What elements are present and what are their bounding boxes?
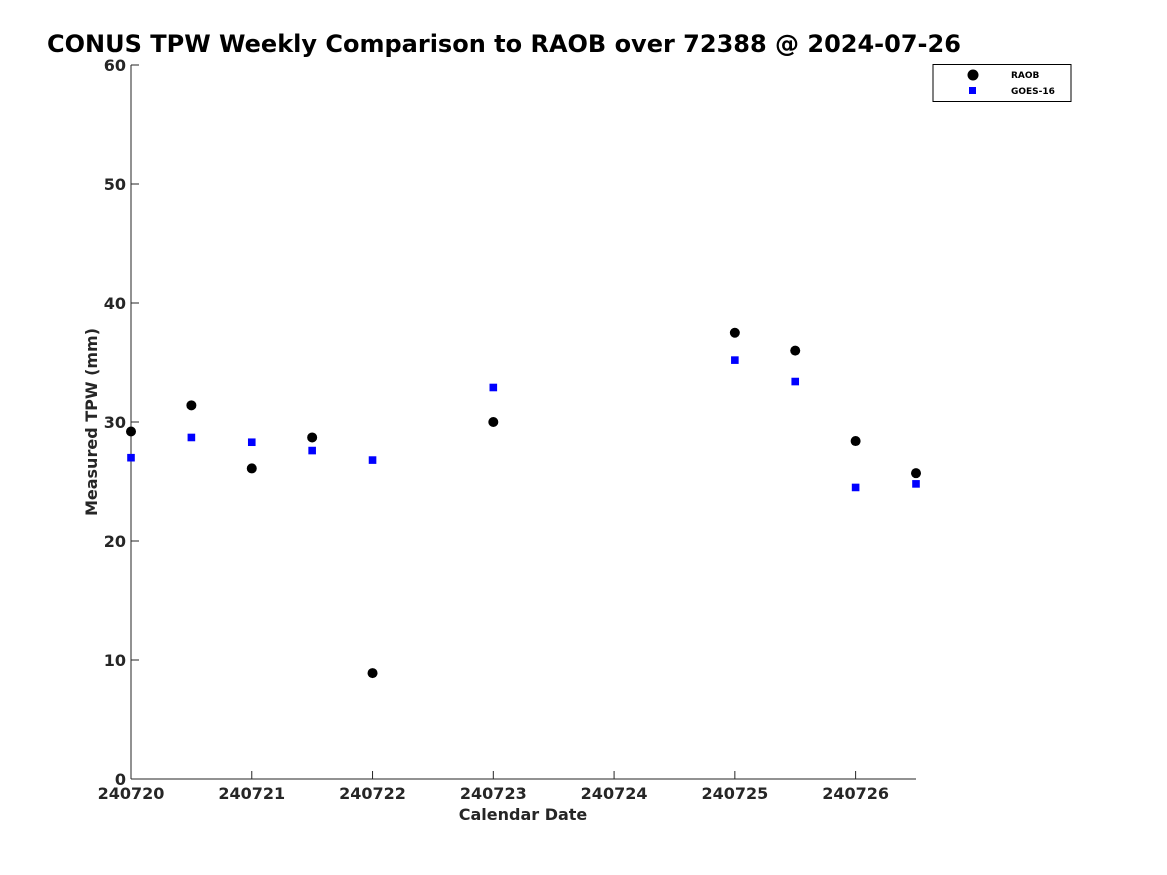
legend-raob-label: RAOB <box>1011 71 1040 81</box>
x-tick-label: 240726 <box>822 784 889 803</box>
point-raob <box>307 432 318 443</box>
legend-raob-marker <box>967 69 979 81</box>
point-goes16 <box>127 453 135 462</box>
point-raob <box>367 668 378 679</box>
point-goes16 <box>851 483 860 492</box>
point-raob <box>850 436 861 447</box>
y-tick-label: 40 <box>104 294 126 313</box>
plot-axes <box>130 65 916 780</box>
point-goes16 <box>187 433 196 442</box>
data-points <box>126 327 921 679</box>
y-axis-label: Measured TPW (mm) <box>82 328 101 516</box>
point-goes16 <box>731 356 739 364</box>
y-tick-label: 0 <box>115 770 126 789</box>
point-goes16 <box>247 438 256 447</box>
y-tick-label: 20 <box>104 532 126 551</box>
chart-title: CONUS TPW Weekly Comparison to RAOB over… <box>47 30 961 58</box>
y-tick-label: 30 <box>104 413 126 432</box>
point-raob <box>911 468 921 479</box>
legend-goes16-label: GOES-16 <box>1011 87 1055 97</box>
point-goes16 <box>489 383 498 392</box>
point-raob <box>186 400 197 411</box>
x-tick-label: 240720 <box>98 784 165 803</box>
point-raob <box>790 345 801 356</box>
y-ticks: 0 10 20 30 40 50 60 <box>104 56 139 789</box>
legend-box <box>932 64 1072 102</box>
point-raob <box>126 426 136 437</box>
legend-goes16-marker <box>969 87 976 94</box>
x-tick-label: 240725 <box>701 784 768 803</box>
x-axis-label: Calendar Date <box>459 805 588 824</box>
x-tick-label: 240724 <box>581 784 648 803</box>
point-raob <box>246 463 257 474</box>
y-tick-label: 50 <box>104 175 126 194</box>
point-raob <box>488 417 499 427</box>
x-tick-label: 240722 <box>339 784 406 803</box>
x-ticks: 240720 240721 240722 240723 240724 240725 2407… <box>98 771 889 803</box>
y-tick-label: 10 <box>104 651 126 670</box>
legend: RAOB GOES-16 <box>932 64 1072 102</box>
y-tick-label: 60 <box>104 56 126 75</box>
x-tick-label: 240721 <box>218 784 285 803</box>
point-goes16 <box>308 446 316 455</box>
point-goes16 <box>368 456 377 464</box>
x-tick-label: 240723 <box>460 784 527 803</box>
point-goes16 <box>791 377 800 386</box>
point-goes16 <box>912 480 920 488</box>
point-raob <box>729 327 740 338</box>
